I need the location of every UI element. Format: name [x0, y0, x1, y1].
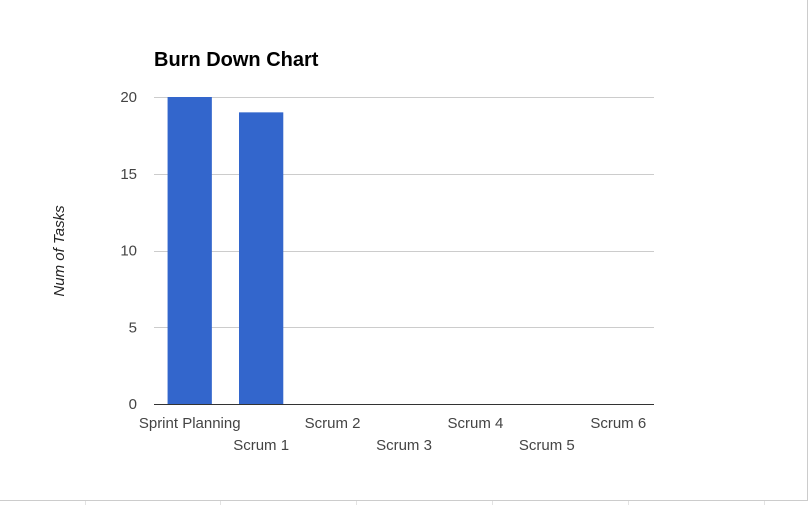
bar	[239, 112, 284, 404]
bottom-strip	[0, 501, 809, 505]
y-axis-label: Num of Tasks	[51, 205, 68, 297]
strip-divider	[220, 501, 221, 505]
y-tick-label: 5	[129, 319, 137, 336]
x-tick-label: Scrum 6	[590, 415, 646, 432]
y-tick-label: 10	[120, 243, 137, 260]
bars	[154, 97, 654, 405]
x-tick-label: Sprint Planning	[139, 415, 241, 432]
y-axis-ticks: 0 5 10 15 20	[120, 89, 137, 413]
y-tick-label: 15	[120, 166, 137, 183]
y-tick-label: 0	[129, 396, 137, 413]
strip-divider	[764, 501, 765, 505]
chart-title: Burn Down Chart	[154, 49, 319, 71]
x-tick-label: Scrum 4	[447, 415, 503, 432]
x-tick-label: Scrum 5	[519, 437, 575, 454]
bar	[167, 97, 212, 404]
strip-divider	[492, 501, 493, 505]
x-tick-label: Scrum 2	[305, 415, 361, 432]
strip-divider	[85, 501, 86, 505]
x-tick-label: Scrum 1	[233, 437, 289, 454]
y-tick-label: 20	[120, 89, 137, 106]
x-axis-ticks: Sprint Planning Scrum 1 Scrum 2 Scrum 3 Scru…	[139, 415, 646, 454]
gridlines	[154, 97, 654, 328]
x-tick-label: Scrum 3	[376, 437, 432, 454]
strip-divider	[356, 501, 357, 505]
strip-divider	[628, 501, 629, 505]
